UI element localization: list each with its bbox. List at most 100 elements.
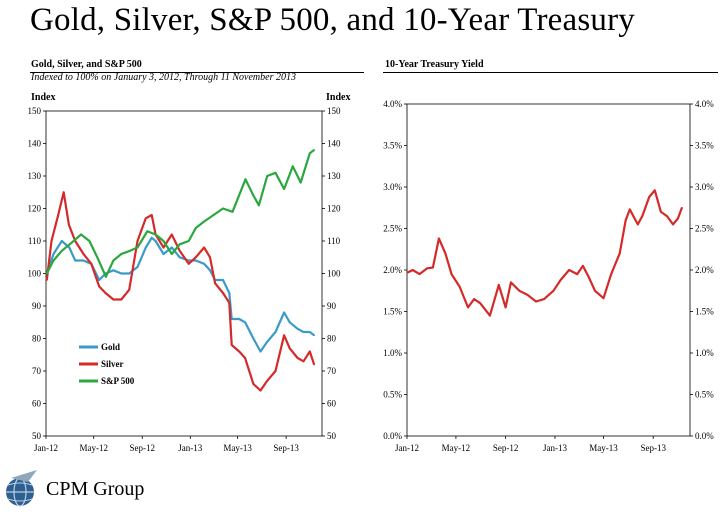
data-point-s-p-500 <box>313 149 315 151</box>
data-point-s-p-500 <box>283 188 285 190</box>
y-tick-label-left: 0.0% <box>383 431 402 441</box>
data-point-yield <box>552 289 555 292</box>
x-tick-label: May-13 <box>589 443 618 453</box>
y-tick-label-right: 0.0% <box>695 431 714 441</box>
y-tick-label-right: 140 <box>327 139 341 149</box>
data-point-s-p-500 <box>291 165 294 168</box>
data-point-silver <box>238 350 241 353</box>
right-panel-rule <box>383 72 718 73</box>
data-point-yield <box>672 223 674 226</box>
y-tick-label-left: 90 <box>32 301 42 311</box>
data-point-silver <box>313 363 315 366</box>
data-point-gold <box>252 337 255 340</box>
data-point-yield <box>489 314 491 317</box>
data-point-gold <box>120 272 123 275</box>
data-point-silver <box>259 389 262 392</box>
data-point-silver <box>302 360 305 363</box>
data-point-gold <box>222 279 224 281</box>
x-tick-label: Jan-13 <box>543 443 567 453</box>
data-point-gold <box>274 331 277 333</box>
legend-label-gold: Gold <box>101 342 120 352</box>
data-point-gold <box>136 266 139 268</box>
data-point-yield <box>444 252 447 255</box>
y-tick-label-right: 90 <box>327 301 337 311</box>
data-point-silver <box>50 240 53 242</box>
data-point-s-p-500 <box>252 194 255 197</box>
y-tick-label-right: 4.0% <box>695 99 714 109</box>
data-point-gold <box>228 292 231 294</box>
data-point-s-p-500 <box>96 256 99 259</box>
data-point-s-p-500 <box>170 253 173 255</box>
data-point-gold <box>238 318 241 320</box>
data-point-s-p-500 <box>129 249 131 252</box>
data-point-gold <box>283 311 285 314</box>
y-tick-label-left: 140 <box>28 139 42 149</box>
data-point-yield <box>518 289 521 292</box>
data-point-yield <box>660 211 662 213</box>
y-tick-label-left: 3.0% <box>383 182 402 192</box>
data-point-yield <box>497 284 500 286</box>
data-point-gold <box>68 246 71 249</box>
data-point-silver <box>57 214 60 216</box>
y-tick-label-right: 0.5% <box>695 390 714 400</box>
data-point-silver <box>128 288 131 291</box>
data-point-silver <box>194 256 197 259</box>
data-point-silver <box>144 217 147 220</box>
y-tick-label-left: 120 <box>28 204 42 214</box>
y-tick-label-right: 120 <box>327 204 341 214</box>
data-point-s-p-500 <box>88 240 91 242</box>
data-point-gold <box>313 334 315 337</box>
data-point-yield <box>628 208 631 211</box>
data-point-silver <box>178 249 181 252</box>
data-point-yield <box>458 285 461 288</box>
data-point-silver <box>162 246 165 249</box>
data-point-s-p-500 <box>68 243 71 246</box>
data-point-silver <box>98 285 101 288</box>
data-point-yield <box>666 215 668 218</box>
data-point-gold <box>296 327 299 330</box>
y-tick-label-right: 60 <box>327 399 337 409</box>
data-point-silver <box>136 240 139 242</box>
data-point-gold <box>144 246 147 249</box>
data-point-gold <box>82 259 85 262</box>
y-tick-label-right: 3.0% <box>695 182 714 192</box>
data-point-s-p-500 <box>244 178 247 181</box>
data-point-yield <box>576 273 579 275</box>
data-point-gold <box>98 279 101 281</box>
x-tick-label: Sep-12 <box>129 443 155 453</box>
data-point-yield <box>582 265 584 267</box>
data-point-yield <box>594 289 596 292</box>
data-point-s-p-500 <box>203 220 206 223</box>
data-point-yield <box>473 298 475 300</box>
data-point-silver <box>274 370 277 372</box>
y-tick-label-right: 100 <box>327 269 341 279</box>
y-tick-label-right: 110 <box>327 236 341 246</box>
y-tick-label-left: 50 <box>32 431 42 441</box>
data-point-s-p-500 <box>212 214 215 216</box>
data-point-yield <box>653 189 656 192</box>
data-point-s-p-500 <box>52 259 55 262</box>
data-point-s-p-500 <box>222 207 224 210</box>
y-axis-title-right: Index <box>326 92 350 103</box>
data-point-silver <box>222 292 224 294</box>
data-point-s-p-500 <box>154 233 157 236</box>
y-tick-label-left: 70 <box>32 366 42 376</box>
y-tick-label-left: 3.5% <box>383 141 402 151</box>
y-tick-label-left: 2.5% <box>383 224 402 234</box>
y-tick-label-left: 60 <box>32 399 42 409</box>
y-tick-label-left: 4.0% <box>383 99 402 109</box>
x-tick-label: May-12 <box>442 443 471 453</box>
data-point-silver <box>283 334 285 337</box>
x-tick-label: Jan-12 <box>395 443 419 453</box>
company-name: CPM Group <box>46 478 145 500</box>
data-point-gold <box>112 269 115 272</box>
y-tick-label-right: 50 <box>327 431 337 441</box>
data-point-yield <box>438 237 440 240</box>
data-point-silver <box>203 246 206 249</box>
data-point-silver <box>252 383 255 385</box>
data-point-s-p-500 <box>187 240 190 242</box>
data-point-silver <box>62 191 65 194</box>
data-point-s-p-500 <box>178 243 181 246</box>
